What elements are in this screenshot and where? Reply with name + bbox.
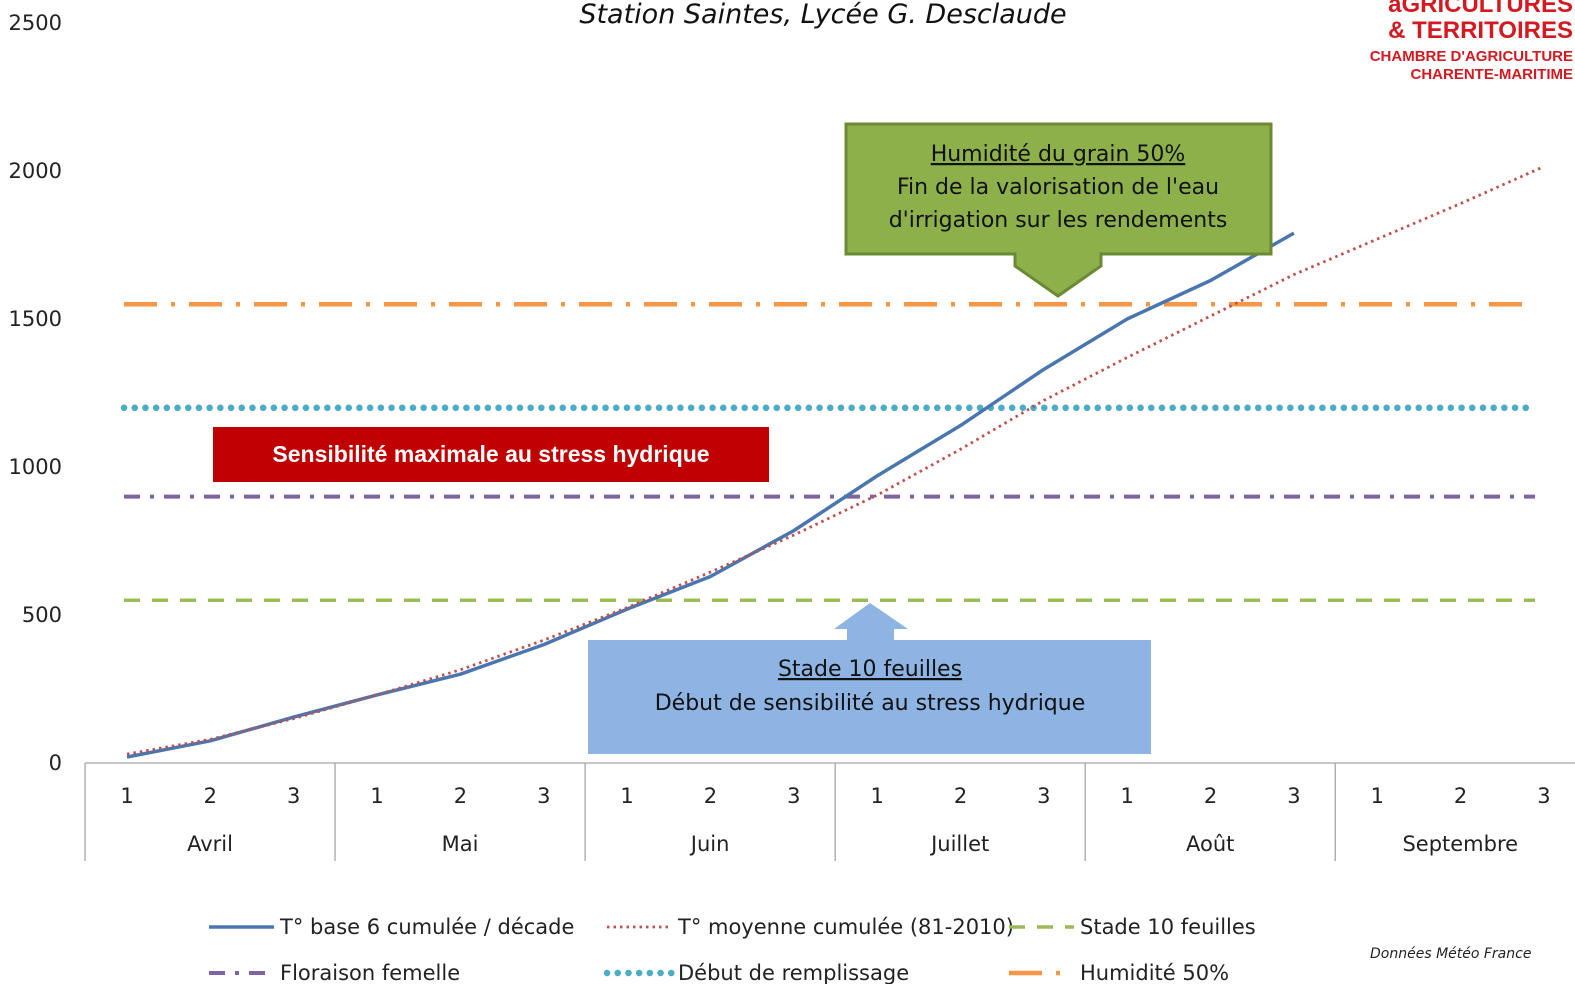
x-tick-label: 3 xyxy=(787,784,800,808)
x-tick-label: 2 xyxy=(1454,784,1467,808)
stress-band-label: Sensibilité maximale au stress hydrique xyxy=(272,441,709,467)
month-label: Juin xyxy=(689,832,730,856)
x-tick-label: 2 xyxy=(1204,784,1217,808)
humidity-callout-shape xyxy=(844,122,1273,298)
y-tick-label: 1500 xyxy=(9,307,62,331)
y-tick-label: 2500 xyxy=(9,11,62,35)
stress-band: Sensibilité maximale au stress hydrique xyxy=(213,427,769,482)
x-tick-label: 3 xyxy=(1537,784,1550,808)
stress-band-rect xyxy=(213,427,769,482)
legend: T° base 6 cumulée / décade T° moyenne cum… xyxy=(209,915,1256,984)
x-tick-label: 3 xyxy=(537,784,550,808)
x-tick-label: 1 xyxy=(620,784,633,808)
threshold-lines xyxy=(120,301,1539,602)
legend-label: T° moyenne cumulée (81-2010) xyxy=(677,915,1014,939)
ten-leaves-callout-line1: Début de sensibilité au stress hydrique xyxy=(655,691,1086,716)
ten-leaves-callout-box xyxy=(588,640,1151,754)
series-line xyxy=(126,165,1545,756)
month-label: Mai xyxy=(442,832,479,856)
x-tick-label: 2 xyxy=(454,784,467,808)
humidity-callout: Humidité du grain 50% Fin de la valorisa… xyxy=(844,122,1273,298)
x-tick-label: 2 xyxy=(204,784,217,808)
logo-line-1: aGRICULTURES xyxy=(1388,0,1573,18)
y-tick-label: 500 xyxy=(22,603,62,627)
humidity-callout-title: Humidité du grain 50% xyxy=(931,142,1186,167)
logo: aGRICULTURES & TERRITOIRES CHAMBRE D'AGR… xyxy=(1370,0,1573,83)
ten-leaves-callout-title: Stade 10 feuilles xyxy=(778,657,962,682)
x-tick-label: 1 xyxy=(120,784,133,808)
x-tick-label: 1 xyxy=(870,784,883,808)
month-label: Septembre xyxy=(1402,832,1518,856)
x-tick-label: 2 xyxy=(704,784,717,808)
chart-title: Station Saintes, Lycée G. Desclaude xyxy=(579,0,1066,30)
x-tick-label: 1 xyxy=(370,784,383,808)
logo-line-4: CHARENTE-MARITIME xyxy=(1411,66,1574,83)
month-label: Août xyxy=(1186,832,1234,856)
legend-label: Stade 10 feuilles xyxy=(1080,915,1256,939)
humidity-callout-line2: d'irrigation sur les rendements xyxy=(889,208,1228,233)
y-tick-label: 1000 xyxy=(9,455,62,479)
ten-leaves-callout: Stade 10 feuilles Début de sensibilité a… xyxy=(588,603,1151,754)
source-note: Données Météo France xyxy=(1370,946,1531,962)
series xyxy=(126,165,1545,759)
x-tick-label: 3 xyxy=(287,784,300,808)
legend-label: Humidité 50% xyxy=(1080,961,1229,984)
ten-leaves-callout-arrow xyxy=(834,603,908,640)
legend-label: Début de remplissage xyxy=(678,961,909,984)
x-tick-label: 1 xyxy=(1371,784,1384,808)
legend-label: Floraison femelle xyxy=(280,961,460,984)
month-label: Juillet xyxy=(929,832,989,856)
series-line xyxy=(126,231,1295,759)
logo-line-3: CHAMBRE D'AGRICULTURE xyxy=(1370,48,1573,65)
humidity-callout-line1: Fin de la valorisation de l'eau xyxy=(897,175,1219,200)
x-tick-label: 3 xyxy=(1287,784,1300,808)
x-tick-label: 1 xyxy=(1121,784,1134,808)
y-tick-label: 2000 xyxy=(9,159,62,183)
legend-label: T° base 6 cumulée / décade xyxy=(279,915,574,939)
month-label: Avril xyxy=(187,832,233,856)
x-tick-label: 2 xyxy=(954,784,967,808)
y-tick-label: 0 xyxy=(49,751,62,775)
x-tick-label: 3 xyxy=(1037,784,1050,808)
axes: 0 500 1000 1500 2000 2500 1 2 3 1 2 3 1 2 3 1 2 3 1 2 3 1 2 3 Av… xyxy=(9,11,1575,861)
logo-line-2: & TERRITOIRES xyxy=(1388,17,1573,44)
